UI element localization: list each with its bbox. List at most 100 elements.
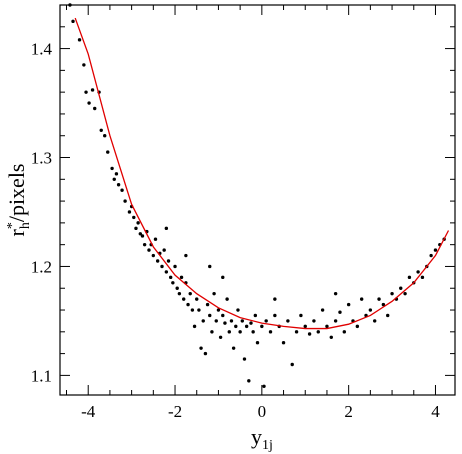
data-point: [316, 330, 320, 334]
data-point: [205, 302, 210, 307]
data-point: [346, 302, 351, 307]
data-point: [290, 362, 294, 367]
data-point: [190, 308, 195, 312]
data-point: [132, 215, 136, 220]
x-label-base: y: [251, 424, 262, 449]
data-point: [390, 291, 394, 296]
data-point: [90, 88, 95, 92]
data-point: [255, 341, 260, 345]
data-point: [82, 63, 86, 67]
x-tick-label: 0: [258, 402, 267, 421]
data-point: [251, 330, 255, 334]
plot-frame: [59, 4, 456, 396]
data-point: [184, 253, 188, 258]
data-point: [153, 237, 158, 241]
data-point: [151, 253, 156, 258]
data-point: [166, 259, 171, 263]
data-point: [342, 330, 347, 334]
data-point: [429, 253, 433, 258]
data-point: [386, 313, 390, 318]
data-point: [140, 234, 145, 238]
x-tick-label: -4: [81, 402, 96, 421]
data-point: [123, 199, 127, 203]
data-point: [355, 324, 360, 329]
y-label-sup: *: [5, 222, 20, 229]
data-point: [71, 19, 75, 24]
data-point: [227, 330, 231, 334]
data-point: [201, 319, 205, 323]
y-label-base: r: [4, 229, 29, 237]
data-point: [168, 275, 173, 280]
data-point: [242, 357, 247, 361]
data-point: [192, 324, 197, 329]
data-point: [236, 308, 240, 312]
data-point: [218, 335, 223, 339]
data-point: [325, 324, 329, 329]
data-point: [214, 319, 218, 323]
x-tick-label: -2: [168, 402, 182, 421]
data-point: [359, 297, 364, 301]
data-point: [264, 319, 268, 323]
data-point: [221, 275, 225, 280]
y-label-rest: /pixels: [4, 164, 29, 223]
data-point: [173, 264, 177, 269]
data-point: [329, 335, 333, 339]
data-point: [179, 275, 184, 280]
data-point: [281, 341, 286, 345]
data-point: [171, 281, 175, 285]
data-point: [114, 172, 119, 176]
data-point: [407, 275, 412, 280]
y-tick-label: 1.1: [31, 366, 52, 385]
data-point: [77, 38, 82, 42]
data-point: [377, 297, 381, 301]
data-point: [221, 313, 225, 318]
y-label-sub: h: [18, 222, 33, 229]
data-point: [99, 128, 103, 132]
data-point: [273, 297, 277, 301]
data-point: [268, 330, 273, 334]
data-point: [208, 264, 212, 269]
data-point: [273, 313, 277, 318]
data-point: [216, 308, 221, 312]
data-point: [112, 177, 116, 182]
data-point: [399, 286, 403, 290]
data-point: [197, 308, 201, 312]
data-point: [162, 248, 166, 252]
data-point: [381, 302, 386, 307]
data-point: [84, 90, 88, 94]
data-point: [68, 3, 72, 7]
data-point: [225, 297, 229, 301]
data-point: [160, 264, 164, 269]
data-point: [372, 319, 377, 323]
data-point: [403, 291, 407, 296]
data-point: [175, 286, 179, 290]
data-point: [260, 324, 264, 329]
y-tick-label: 1.4: [31, 40, 53, 59]
data-point: [188, 291, 192, 296]
data-point: [110, 166, 114, 171]
data-point: [338, 310, 342, 314]
data-point: [320, 308, 325, 312]
y-tick-label: 1.3: [31, 149, 52, 168]
data-point: [164, 226, 169, 231]
data-point: [420, 275, 425, 280]
data-point: [203, 351, 208, 356]
data-point: [247, 379, 251, 383]
data-point: [368, 308, 373, 312]
data-point: [299, 313, 303, 318]
data-point: [223, 321, 227, 325]
data-point: [155, 259, 160, 263]
data-point: [212, 291, 216, 296]
fit-curve: [74, 17, 450, 330]
data-point: [142, 242, 147, 247]
data-point: [116, 183, 121, 187]
data-point: [244, 324, 249, 329]
data-point: [210, 330, 214, 334]
data-point: [177, 291, 182, 296]
data-point: [249, 321, 253, 325]
data-point: [240, 319, 245, 323]
data-point: [433, 248, 438, 252]
data-point: [333, 291, 338, 296]
data-point: [208, 313, 212, 318]
